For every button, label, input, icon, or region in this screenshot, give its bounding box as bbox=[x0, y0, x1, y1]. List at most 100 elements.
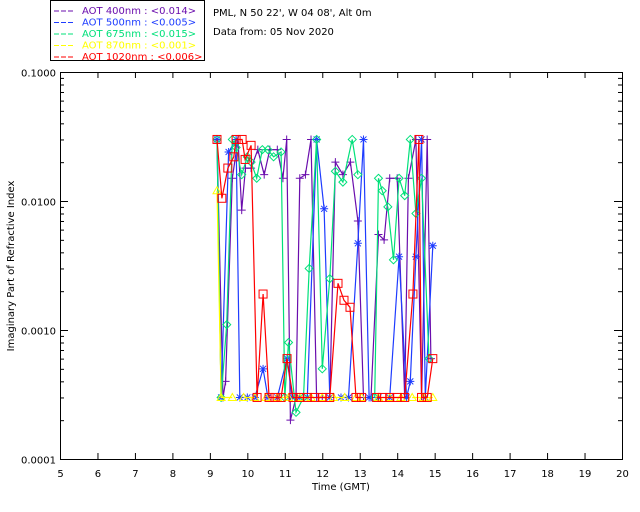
triangle-marker bbox=[227, 392, 238, 401]
x-axis-label: Time (GMT) bbox=[311, 482, 370, 493]
square-marker bbox=[357, 392, 367, 402]
x-tick-label: 11 bbox=[279, 469, 292, 480]
diamond-marker bbox=[347, 134, 357, 145]
y-tick-label: 0.0100 bbox=[21, 198, 56, 209]
diamond-marker bbox=[276, 147, 286, 157]
y-tick-label: 0.1000 bbox=[21, 69, 56, 80]
square-marker bbox=[276, 392, 286, 402]
diamond-marker bbox=[338, 177, 348, 187]
legend-entry: AOT 400nm : <0.014> bbox=[82, 6, 196, 17]
plus-marker bbox=[331, 158, 340, 167]
diamond-marker bbox=[373, 173, 384, 183]
diamond-marker bbox=[317, 364, 327, 374]
x-tick-label: 10 bbox=[241, 469, 254, 480]
star-marker bbox=[428, 241, 437, 250]
y-tick-label: 0.0010 bbox=[21, 327, 56, 338]
triangle-marker bbox=[238, 392, 249, 401]
diamond-marker bbox=[216, 392, 226, 403]
diamond-marker bbox=[383, 202, 393, 212]
series-layer bbox=[212, 134, 438, 425]
diamond-marker bbox=[353, 169, 363, 180]
square-marker bbox=[422, 392, 432, 402]
square-marker bbox=[295, 392, 305, 402]
star-marker bbox=[320, 204, 329, 213]
square-marker bbox=[414, 134, 424, 144]
diamond-marker bbox=[251, 173, 262, 183]
triangle-marker bbox=[212, 185, 222, 195]
square-marker bbox=[252, 392, 262, 402]
triangle-marker bbox=[339, 392, 350, 401]
x-tick-label: 6 bbox=[95, 469, 101, 480]
diamond-marker bbox=[394, 173, 404, 183]
square-marker bbox=[264, 392, 274, 402]
legend-entry: AOT 675nm : <0.015> bbox=[82, 29, 196, 40]
y-axis-label: Imaginary Part of Refractive Index bbox=[6, 181, 17, 352]
plus-marker bbox=[404, 174, 413, 183]
triangle-marker bbox=[216, 392, 226, 401]
star-marker bbox=[212, 135, 221, 144]
square-marker bbox=[246, 140, 256, 150]
square-marker bbox=[377, 392, 387, 402]
square-marker bbox=[317, 392, 327, 402]
square-marker bbox=[408, 289, 418, 299]
square-marker bbox=[237, 134, 247, 144]
plus-marker bbox=[286, 416, 295, 425]
diamond-marker bbox=[311, 134, 322, 145]
star-marker bbox=[224, 147, 233, 156]
square-marker bbox=[345, 302, 355, 312]
diamond-marker bbox=[237, 169, 247, 180]
star-marker bbox=[402, 393, 411, 402]
plus-marker bbox=[353, 216, 362, 225]
x-tick-label: 18 bbox=[541, 469, 554, 480]
x-tick-label: 17 bbox=[504, 469, 517, 480]
x-tick-label: 19 bbox=[579, 469, 592, 480]
plus-marker bbox=[228, 174, 237, 183]
x-tick-label: 13 bbox=[354, 469, 367, 480]
square-marker bbox=[351, 392, 361, 402]
axes: 5 6 7 8 9 10 11 12 13 14 15 16 17 18 19 20 0.1000 0.0100 0… bbox=[21, 69, 629, 481]
square-marker bbox=[339, 295, 349, 305]
square-marker bbox=[385, 392, 395, 402]
star-marker bbox=[250, 393, 259, 402]
plus-marker bbox=[301, 170, 310, 179]
plus-marker bbox=[295, 174, 304, 183]
star-marker bbox=[406, 377, 415, 386]
star-marker bbox=[353, 239, 362, 248]
square-marker bbox=[310, 392, 320, 402]
square-marker bbox=[400, 392, 410, 402]
x-tick-label: 5 bbox=[57, 469, 63, 480]
plus-marker bbox=[374, 230, 383, 239]
diamond-marker bbox=[377, 186, 387, 196]
square-marker bbox=[325, 392, 335, 402]
square-marker bbox=[372, 392, 382, 402]
diamond-marker bbox=[399, 190, 410, 201]
star-marker bbox=[288, 393, 297, 402]
square-marker bbox=[217, 193, 227, 203]
x-tick-label: 8 bbox=[170, 469, 176, 480]
plus-marker bbox=[278, 174, 287, 183]
square-marker bbox=[223, 163, 233, 173]
plus-marker bbox=[380, 235, 389, 244]
diamond-marker bbox=[304, 263, 314, 274]
square-marker bbox=[302, 392, 312, 402]
legend-entry: AOT 870nm : <0.001> bbox=[82, 41, 196, 52]
square-marker bbox=[231, 134, 241, 144]
square-marker bbox=[229, 152, 239, 162]
square-marker bbox=[392, 392, 402, 402]
plot-frame bbox=[60, 72, 623, 460]
diamond-marker bbox=[231, 142, 241, 153]
date-label: Data from: 05 Nov 2020 bbox=[213, 27, 334, 38]
diamond-marker bbox=[263, 144, 273, 155]
x-tick-label: 9 bbox=[207, 469, 213, 480]
square-marker bbox=[288, 392, 298, 402]
series-line bbox=[216, 139, 430, 415]
x-tick-label: 7 bbox=[132, 469, 138, 480]
y-tick-label: 0.0001 bbox=[21, 456, 56, 467]
square-marker bbox=[417, 392, 427, 402]
diamond-marker bbox=[405, 134, 416, 145]
legend-box bbox=[50, 0, 205, 61]
x-tick-label: 12 bbox=[316, 469, 329, 480]
legend-entry: AOT 1020nm : <0.006> bbox=[82, 52, 202, 63]
star-marker bbox=[417, 135, 426, 144]
